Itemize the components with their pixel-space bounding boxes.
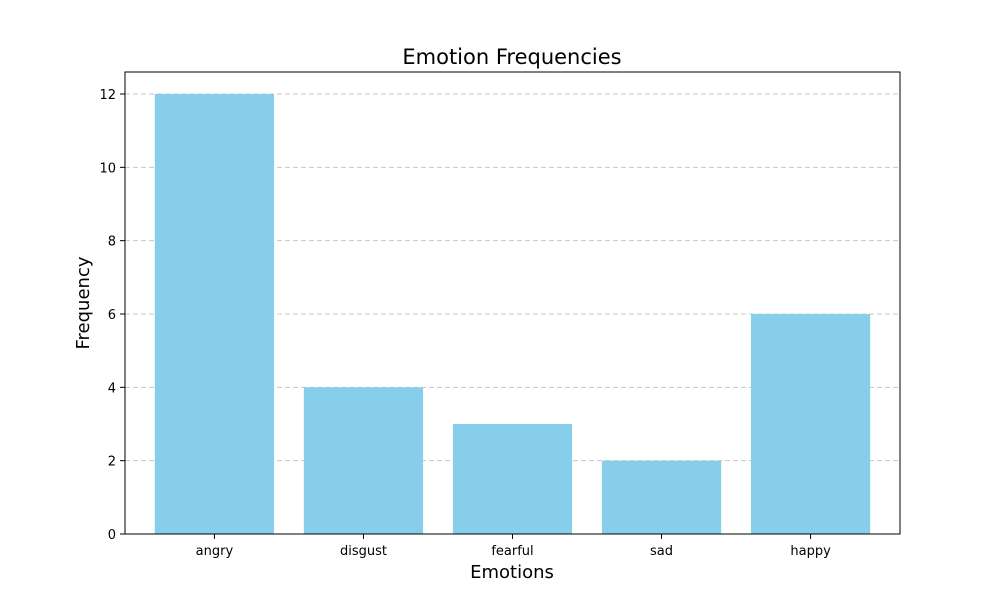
- bar-sad: [601, 460, 722, 534]
- y-tick-label: 4: [108, 381, 116, 396]
- x-tick-label: disgust: [340, 544, 387, 559]
- bar-happy: [750, 314, 871, 534]
- y-tick-label: 12: [99, 88, 116, 103]
- bar-angry: [154, 94, 275, 534]
- y-tick-label: 10: [99, 161, 116, 176]
- y-tick-label: 2: [108, 455, 116, 470]
- bar-disgust: [303, 387, 424, 534]
- chart-title: Emotion Frequencies: [402, 45, 621, 69]
- y-tick-label: 6: [108, 308, 116, 323]
- bar-fearful: [452, 424, 573, 534]
- bars: [154, 94, 871, 534]
- y-tick-label: 0: [108, 528, 116, 543]
- x-tick-label: angry: [196, 544, 234, 559]
- x-axis-ticks: angry disgust fearful sad happy: [196, 534, 831, 559]
- y-axis-ticks: 0 2 4 6 8 10 12: [99, 88, 125, 543]
- x-axis-label: Emotions: [470, 562, 554, 583]
- x-tick-label: happy: [790, 544, 831, 559]
- y-tick-label: 8: [108, 235, 116, 250]
- x-tick-label: sad: [650, 544, 673, 559]
- x-tick-label: fearful: [491, 544, 533, 559]
- y-axis-label: Frequency: [73, 256, 94, 349]
